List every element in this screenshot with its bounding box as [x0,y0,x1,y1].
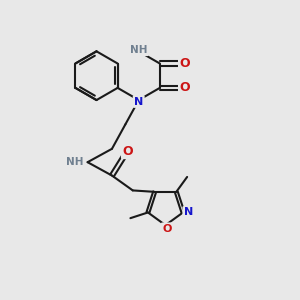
Text: N: N [134,97,143,106]
Text: O: O [179,81,190,94]
Text: N: N [184,208,193,218]
Text: O: O [179,57,190,70]
Text: O: O [162,224,172,234]
Text: O: O [122,145,133,158]
Text: NH: NH [66,157,83,167]
Text: NH: NH [130,45,148,55]
